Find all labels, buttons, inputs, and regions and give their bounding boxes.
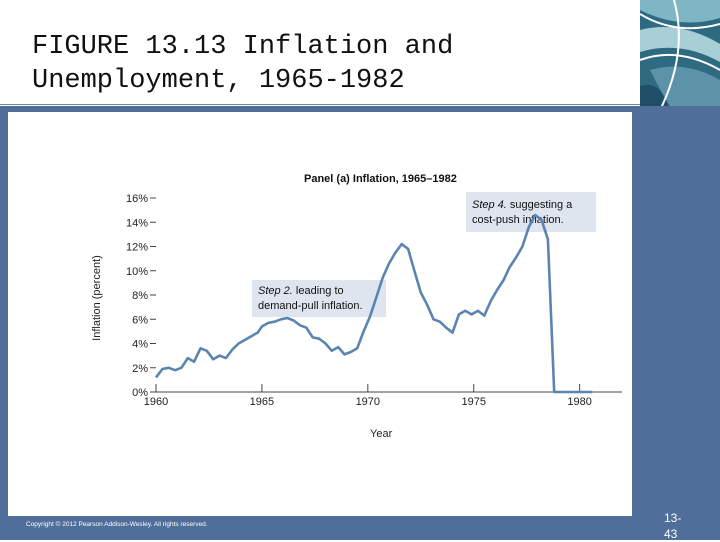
y-tick-label: 8%: [132, 290, 148, 302]
y-tick-label: 14%: [126, 217, 148, 229]
y-tick-label: 2%: [132, 363, 148, 375]
y-tick-label: 0%: [132, 387, 148, 399]
copyright-text: Copyright © 2012 Pearson Addison-Wesley.…: [26, 521, 208, 528]
x-tick-label: 1975: [461, 396, 485, 408]
annotation-box-step4: [466, 192, 596, 232]
x-tick-label: 1980: [567, 396, 591, 408]
x-tick-label: 1960: [144, 396, 168, 408]
inflation-series-line: [154, 213, 593, 394]
panel-title: Panel (a) Inflation, 1965–1982: [304, 173, 457, 185]
chart-panel: Panel (a) Inflation, 1965–1982 Step 4. s…: [8, 112, 632, 516]
y-tick-label: 4%: [132, 339, 148, 351]
corner-decoration-image: [640, 0, 720, 106]
inflation-chart: Panel (a) Inflation, 1965–1982 Step 4. s…: [91, 173, 622, 440]
annotation-step2-line2: demand-pull inflation.: [258, 300, 363, 312]
annotation-step2-line1: Step 2. leading to: [258, 285, 344, 297]
y-axis-label: Inflation (percent): [91, 255, 103, 341]
title-divider: [0, 104, 645, 105]
x-tick-label: 1965: [250, 396, 274, 408]
y-tick-label: 12%: [126, 242, 148, 254]
slide-number: 13- 43: [664, 511, 682, 541]
x-axis-label: Year: [370, 428, 393, 440]
annotation-step4-line1: Step 4. suggesting a: [472, 199, 573, 211]
annotation-box-step2: [252, 280, 386, 317]
y-tick-label: 16%: [126, 193, 148, 205]
y-tick-label: 6%: [132, 314, 148, 326]
slide-title: FIGURE 13.13 Inflation and Unemployment,…: [32, 32, 454, 96]
annotation-step4-line2: cost-push inflation.: [472, 214, 564, 226]
x-tick-label: 1970: [356, 396, 380, 408]
y-tick-label: 10%: [126, 266, 148, 278]
